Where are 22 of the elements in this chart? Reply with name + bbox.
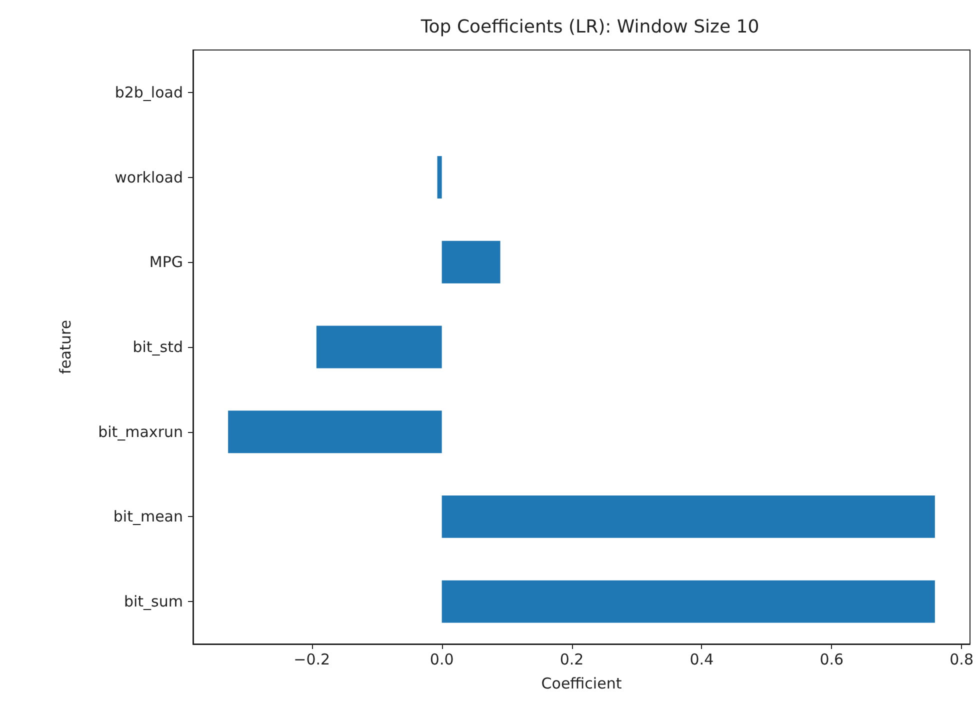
x-tick-label: 0.4 bbox=[690, 650, 714, 668]
x-tick-label: 0.0 bbox=[430, 650, 454, 668]
x-axis-title: Coefficient bbox=[541, 674, 622, 692]
y-tick-label: MPG bbox=[149, 253, 183, 272]
y-tick-label: b2b_load bbox=[114, 83, 183, 102]
y-tick-label: bit_mean bbox=[113, 508, 183, 526]
bar bbox=[442, 240, 500, 284]
chart-title: Top Coefficients (LR): Window Size 10 bbox=[420, 16, 760, 38]
y-tick-label: bit_maxrun bbox=[98, 422, 183, 441]
x-tick-label: 0.2 bbox=[560, 650, 584, 668]
bar bbox=[442, 580, 935, 623]
y-tick-label: bit_std bbox=[132, 338, 183, 356]
bar bbox=[316, 326, 442, 368]
bar bbox=[437, 156, 442, 198]
x-tick-label: 0.6 bbox=[820, 650, 844, 668]
y-axis-title: feature bbox=[56, 320, 74, 374]
bar bbox=[442, 496, 935, 538]
x-tick-label: −0.2 bbox=[294, 650, 330, 668]
x-tick-label: 0.8 bbox=[950, 650, 974, 668]
y-tick-label: bit_sum bbox=[124, 592, 183, 611]
bar bbox=[228, 410, 442, 454]
y-tick-label: workload bbox=[114, 168, 183, 186]
